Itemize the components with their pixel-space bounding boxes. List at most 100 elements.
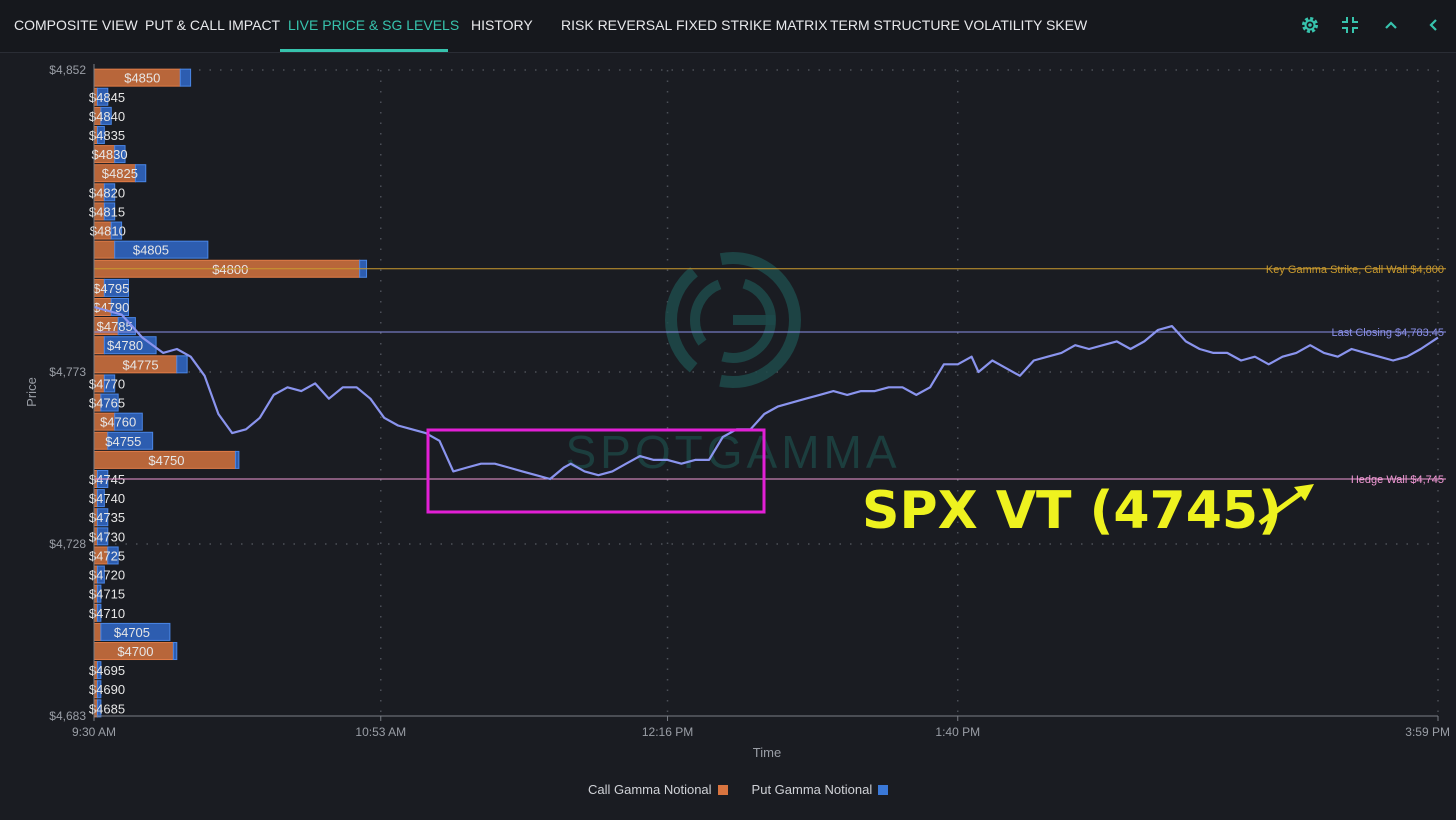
legend-call-swatch[interactable] <box>717 784 728 795</box>
strike-label: $4705 <box>114 625 150 640</box>
tab-put-call-impact[interactable]: PUT & CALL IMPACT <box>145 17 281 33</box>
price-chart[interactable]: SPOTGAMMA $4850 $4845 $4840 $4835 $4830 $4825… <box>0 52 1456 772</box>
strike-label: $4690 <box>89 682 125 697</box>
x-tick-label: 12:16 PM <box>642 725 693 739</box>
strike-label: $4755 <box>105 434 141 449</box>
put-gamma-bar[interactable] <box>114 240 209 259</box>
legend-put-swatch[interactable] <box>878 784 889 795</box>
put-gamma-bar[interactable] <box>96 508 109 527</box>
level-lines: Key Gamma Strike, Call Wall $4,800 Last C… <box>94 264 1446 486</box>
put-gamma-bar[interactable] <box>134 164 147 183</box>
strike-label: $4795 <box>93 281 129 296</box>
active-tab-indicator <box>280 49 448 52</box>
legend-call-label: Call Gamma Notional <box>588 782 712 797</box>
put-gamma-bar[interactable] <box>96 584 102 603</box>
top-nav: COMPOSITE VIEW PUT & CALL IMPACT LIVE PR… <box>0 0 1456 53</box>
put-gamma-bar[interactable] <box>107 546 119 565</box>
put-gamma-bar[interactable] <box>96 489 105 508</box>
put-gamma-bar[interactable] <box>114 145 126 164</box>
put-gamma-bar[interactable] <box>110 297 129 316</box>
put-gamma-bar[interactable] <box>114 412 143 431</box>
put-gamma-bar[interactable] <box>172 642 178 661</box>
y-tick-label: $4,728 <box>49 537 86 551</box>
put-gamma-bar[interactable] <box>103 183 116 202</box>
collapse-icon[interactable] <box>1339 14 1361 36</box>
tab-live-price-sg-levels[interactable]: LIVE PRICE & SG LEVELS <box>288 17 460 33</box>
put-gamma-bar[interactable] <box>110 221 123 240</box>
strike-label: $4785 <box>97 319 133 334</box>
put-gamma-bar[interactable] <box>96 603 102 622</box>
chevron-up-icon[interactable] <box>1380 14 1402 36</box>
put-gamma-bar[interactable] <box>103 336 157 355</box>
tab-fixed-strike-matrix[interactable]: FIXED STRIKE MATRIX <box>676 17 828 33</box>
put-gamma-bar[interactable] <box>234 450 240 469</box>
put-gamma-bar[interactable] <box>96 680 102 699</box>
spotgamma-watermark: SPOTGAMMA <box>565 252 897 478</box>
strike-label: $4835 <box>89 128 125 143</box>
chevron-left-icon[interactable] <box>1422 14 1444 36</box>
strike-label: $4695 <box>89 663 125 678</box>
strike-label: $4720 <box>89 568 125 583</box>
level-label: Hedge Wall $4,745 <box>1351 474 1444 486</box>
put-gamma-bar[interactable] <box>96 125 105 144</box>
put-gamma-bar[interactable] <box>100 106 112 125</box>
put-gamma-bar[interactable] <box>179 68 192 87</box>
strike-label: $4775 <box>122 357 158 372</box>
level-label: Key Gamma Strike, Call Wall $4,800 <box>1266 264 1444 276</box>
put-gamma-bar[interactable] <box>96 661 102 680</box>
y-tick-label: $4,852 <box>49 63 86 77</box>
tab-term-structure[interactable]: TERM STRUCTURE <box>830 17 960 33</box>
put-gamma-bar[interactable] <box>96 565 105 584</box>
chart-grid <box>94 69 1439 716</box>
gear-icon[interactable] <box>1299 14 1321 36</box>
tab-history[interactable]: HISTORY <box>471 17 533 33</box>
strike-label: $4685 <box>89 701 125 716</box>
call-gamma-bar[interactable] <box>93 240 116 259</box>
y-tick-label: $4,773 <box>49 365 86 379</box>
tab-volatility-skew[interactable]: VOLATILITY SKEW <box>964 17 1088 33</box>
strike-label: $4735 <box>89 510 125 525</box>
strike-label: $4700 <box>117 644 153 659</box>
put-gamma-bar[interactable] <box>96 699 102 718</box>
call-gamma-bar[interactable] <box>93 336 105 355</box>
tab-risk-reversal[interactable]: RISK REVERSAL <box>561 17 673 33</box>
strike-label: $4810 <box>90 224 126 239</box>
put-gamma-bar[interactable] <box>103 278 129 297</box>
strike-label: $4820 <box>89 185 125 200</box>
put-gamma-bar[interactable] <box>103 374 116 393</box>
strike-label: $4780 <box>107 338 143 353</box>
strike-label: $4845 <box>89 90 125 105</box>
put-gamma-bar[interactable] <box>107 431 154 450</box>
strike-label: $4760 <box>100 415 136 430</box>
x-tick-label: 3:59 PM <box>1405 725 1450 739</box>
call-gamma-bar[interactable] <box>93 622 102 641</box>
x-axis-title: Time <box>753 745 781 760</box>
put-gamma-bar[interactable] <box>176 355 188 374</box>
strike-label: $4815 <box>89 204 125 219</box>
strike-label: $4715 <box>89 587 125 602</box>
strike-label: $4840 <box>89 109 125 124</box>
highlight-box <box>426 428 766 514</box>
y-tick-label: $4,683 <box>49 709 86 723</box>
y-axis-title: Price <box>24 377 39 407</box>
x-tick-label: 1:40 PM <box>935 725 980 739</box>
strike-label: $4730 <box>89 529 125 544</box>
tab-composite-view[interactable]: COMPOSITE VIEW <box>14 17 138 33</box>
put-gamma-bar[interactable] <box>103 202 116 221</box>
price-line-group <box>93 305 1439 481</box>
put-gamma-bar[interactable] <box>96 527 109 546</box>
strike-label: $4740 <box>89 491 125 506</box>
strike-label: $4830 <box>91 147 127 162</box>
put-gamma-bar[interactable] <box>100 622 171 641</box>
strike-label: $4765 <box>89 396 125 411</box>
legend-put-label: Put Gamma Notional <box>751 782 873 797</box>
level-label: Last Closing $4,783.45 <box>1331 327 1444 339</box>
strike-label: $4850 <box>124 71 160 86</box>
put-gamma-bar[interactable] <box>117 317 136 336</box>
strike-label: $4805 <box>133 243 169 258</box>
x-tick-label: 10:53 AM <box>355 725 406 739</box>
put-gamma-bar[interactable] <box>100 393 119 412</box>
strike-label: $4750 <box>148 453 184 468</box>
x-tick-label: 9:30 AM <box>72 725 116 739</box>
put-gamma-bar[interactable] <box>96 87 109 106</box>
